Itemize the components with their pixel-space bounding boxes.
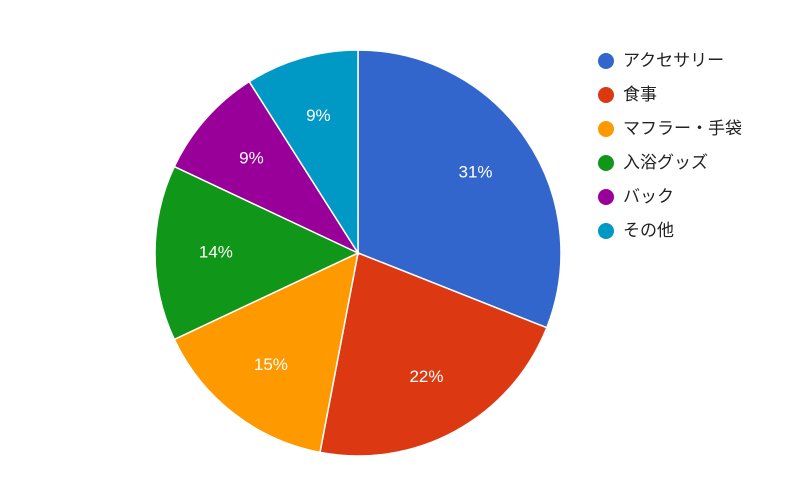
- legend-label: 入浴グッズ: [623, 153, 708, 173]
- pie-slice: [248, 49, 359, 256]
- slice-label: 9%: [306, 106, 331, 125]
- slice-label: 9%: [239, 149, 264, 168]
- slice-label: 15%: [254, 355, 288, 374]
- legend-swatch: [598, 189, 614, 205]
- legend-label: その他: [623, 221, 674, 241]
- legend-swatch: [598, 53, 614, 69]
- legend-swatch: [598, 121, 614, 137]
- pie-slice: [173, 251, 360, 454]
- slice-label: 22%: [409, 367, 443, 386]
- legend-swatch: [598, 87, 614, 103]
- legend-label: 食事: [623, 85, 657, 105]
- pie-slice: [319, 251, 548, 457]
- slice-label: 31%: [459, 163, 493, 182]
- pie-slice: [154, 165, 360, 341]
- legend-label: バック: [623, 187, 674, 207]
- legend-swatch: [598, 223, 614, 239]
- slice-label: 14%: [199, 242, 233, 261]
- legend-label: マフラー・手袋: [623, 119, 742, 139]
- legend-label: アクセサリー: [623, 51, 724, 71]
- pie-slice: [357, 49, 562, 329]
- pie-slice: [173, 80, 361, 255]
- legend-swatch: [598, 155, 614, 171]
